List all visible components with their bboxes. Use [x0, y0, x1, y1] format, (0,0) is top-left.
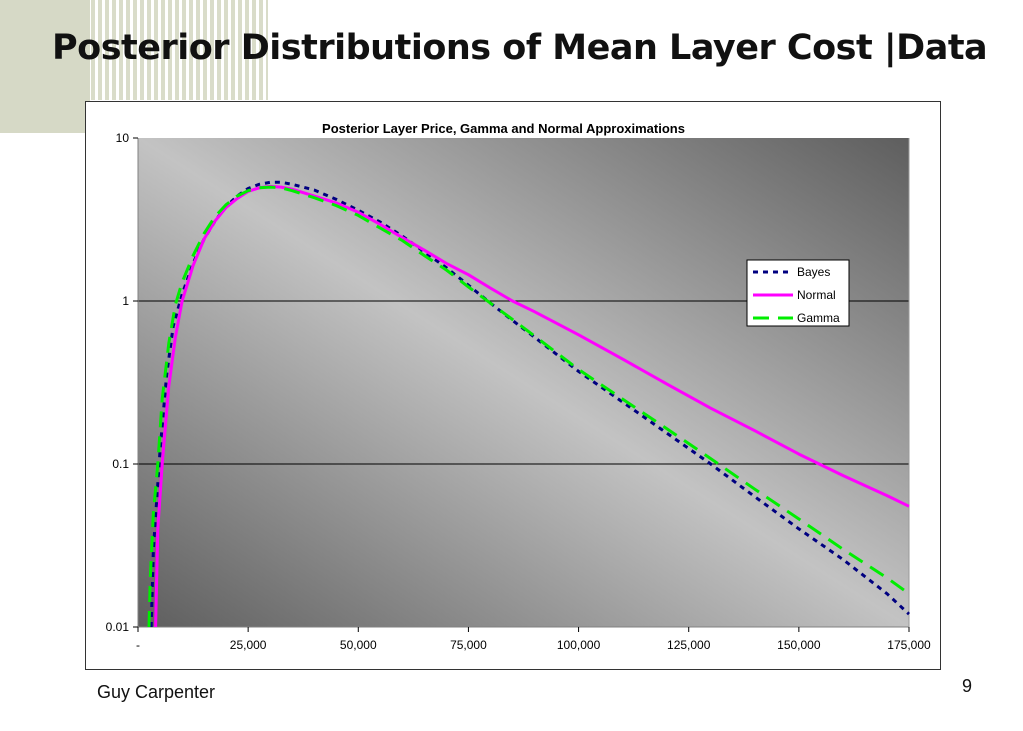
x-tick-label-1: 25,000 — [230, 638, 267, 652]
y-tick-label-3: 10 — [116, 131, 130, 145]
series-line-normal — [154, 184, 910, 628]
x-tick-label-0: - — [136, 638, 140, 652]
legend-label-gamma: Gamma — [797, 311, 840, 325]
slide-title: Posterior Distributions of Mean Layer Co… — [52, 28, 988, 68]
x-tick-label-7: 175,000 — [887, 638, 931, 652]
y-tick-label-0: 0.01 — [106, 620, 130, 634]
page-number: 9 — [962, 676, 973, 696]
chart-title: Posterior Layer Price, Gamma and Normal … — [322, 121, 685, 136]
x-tick-label-2: 50,000 — [340, 638, 377, 652]
legend-label-normal: Normal — [797, 288, 836, 302]
y-tick-label-1: 0.1 — [112, 457, 129, 471]
y-tick-label-2: 1 — [122, 294, 129, 308]
chart: 0.01 0.1 1 10 - 25,000 50,000 75,000 100,000 125,… — [106, 121, 931, 652]
x-tick-label-6: 150,000 — [777, 638, 821, 652]
footer-company: Guy Carpenter — [97, 682, 216, 702]
series-line-gamma — [147, 185, 910, 628]
decorative-block — [0, 0, 90, 133]
x-tick-label-3: 75,000 — [450, 638, 487, 652]
chart-frame: 0.01 0.1 1 10 - 25,000 50,000 75,000 100,000 125,… — [85, 101, 941, 670]
plot-area — [138, 138, 909, 627]
x-tick-label-4: 100,000 — [557, 638, 601, 652]
legend-label-bayes: Bayes — [797, 265, 830, 279]
x-tick-label-5: 125,000 — [667, 638, 711, 652]
